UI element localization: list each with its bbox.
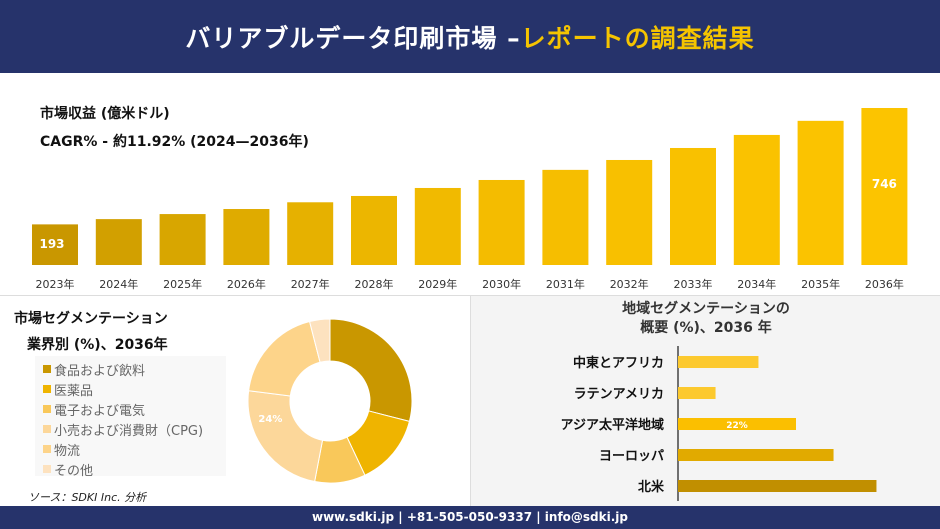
legend-label: 電子および電気 <box>54 403 146 419</box>
revenue-data-label: 746 <box>872 177 897 191</box>
year-tick-label: 2025年 <box>163 277 202 291</box>
revenue-title: 市場収益 (億米ドル) <box>40 106 170 122</box>
revenue-bar <box>351 195 397 265</box>
industry-donut-chart: 24% <box>247 318 413 484</box>
year-tick-label: 2035年 <box>801 277 840 291</box>
region-bar <box>678 356 759 368</box>
revenue-bar <box>95 219 142 265</box>
footer-contact: www.sdki.jp | +81-505-050-9337 | info@sd… <box>0 506 940 529</box>
year-tick-label: 2028年 <box>355 277 394 291</box>
donut-slice <box>308 318 331 363</box>
region-label: 北米 <box>638 479 665 495</box>
revenue-bar <box>733 134 780 265</box>
donut-slice <box>248 320 321 397</box>
legend-label: その他 <box>54 463 94 479</box>
legend-swatch <box>43 365 51 373</box>
year-tick-label: 2031年 <box>546 277 585 291</box>
revenue-bar <box>159 214 206 265</box>
year-tick-label: 2026年 <box>227 277 266 291</box>
report-header: バリアブルデータ印刷市場 – レポートの調査結果 <box>0 0 940 73</box>
year-tick-label: 2027年 <box>291 277 330 291</box>
industry-legend: 食品および飲料 医薬品電子および電気小売および消費財（CPG) 物流その他 <box>35 356 226 479</box>
region-bar <box>678 480 877 492</box>
legend-item: その他 <box>43 459 226 479</box>
segment-subtitle: 業界別 (%)、2036年 <box>27 337 168 353</box>
legend-label: 医薬品 <box>54 383 94 399</box>
title-main: バリアブルデータ印刷市場 – <box>185 23 521 53</box>
donut-data-label: 24% <box>258 414 282 425</box>
year-tick-label: 2024年 <box>99 277 138 291</box>
region-label: 中東とアフリカ <box>573 355 664 371</box>
title-accent: レポートの調査結果 <box>520 23 755 53</box>
donut-slice <box>329 318 413 423</box>
region-bar <box>678 418 796 430</box>
legend-item: 医薬品 <box>43 379 226 399</box>
revenue-bar <box>797 120 844 265</box>
year-tick-label: 2023年 <box>36 277 75 291</box>
legend-label: 物流 <box>54 443 81 459</box>
region-label: ヨーロッパ <box>599 449 664 464</box>
year-tick-label: 2032年 <box>610 277 649 291</box>
revenue-bar <box>223 209 270 265</box>
year-tick-label: 2030年 <box>482 277 521 291</box>
revenue-panel <box>0 73 940 295</box>
legend-swatch <box>43 405 51 413</box>
donut-slice <box>247 390 324 483</box>
revenue-bar <box>542 169 589 265</box>
segment-title: 市場セグメンテーション <box>14 311 168 327</box>
legend-swatch <box>43 465 51 473</box>
revenue-bar <box>414 187 461 265</box>
revenue-bar <box>32 224 78 265</box>
legend-item: 電子および電気 <box>43 399 226 419</box>
legend-item: 物流 <box>43 439 226 459</box>
region-panel: 地域セグメンテーションの 概要 (%)、2036 年 中東とアフリカ ラテンアメリ… <box>470 295 940 506</box>
year-tick-label: 2033年 <box>674 277 713 291</box>
revenue-bar <box>861 108 908 265</box>
revenue-bar <box>478 179 525 265</box>
year-tick-label: 2029年 <box>418 277 457 291</box>
region-data-label: 22% <box>726 421 748 431</box>
legend-swatch <box>43 445 51 453</box>
industry-panel: 市場セグメンテーション 業界別 (%)、2036年 食品および飲料 医薬品電子およ… <box>0 295 470 506</box>
region-label: ラテンアメリカ <box>574 387 664 402</box>
legend-swatch <box>43 425 51 433</box>
revenue-bar-chart: 2023年 193 2024年 2025年 2026年 2027年 2028年 2029年 20… <box>32 108 908 291</box>
revenue-bar <box>287 202 334 265</box>
region-bar <box>678 449 834 461</box>
region-subtitle: 概要 (%)、2036 年 <box>640 320 772 336</box>
source-note: ソース：SDKI Inc. 分析 <box>28 491 147 504</box>
legend-item: 食品および飲料 <box>43 359 226 379</box>
region-bar <box>678 387 716 399</box>
legend-label: 食品および飲料 <box>54 363 146 379</box>
cagr-label: CAGR% - 約11.92% (2024—2036年) <box>40 134 309 150</box>
region-label: アジア太平洋地域 <box>561 417 664 433</box>
region-title: 地域セグメンテーションの <box>622 301 790 317</box>
year-tick-label: 2034年 <box>737 277 776 291</box>
legend-item: 小売および消費財（CPG) <box>43 419 226 439</box>
year-tick-label: 2036年 <box>865 277 904 291</box>
revenue-bar <box>606 159 653 265</box>
legend-swatch <box>43 385 51 393</box>
legend-label: 小売および消費財（CPG) <box>54 423 204 439</box>
revenue-bar <box>670 147 716 265</box>
revenue-data-label: 193 <box>39 237 64 251</box>
